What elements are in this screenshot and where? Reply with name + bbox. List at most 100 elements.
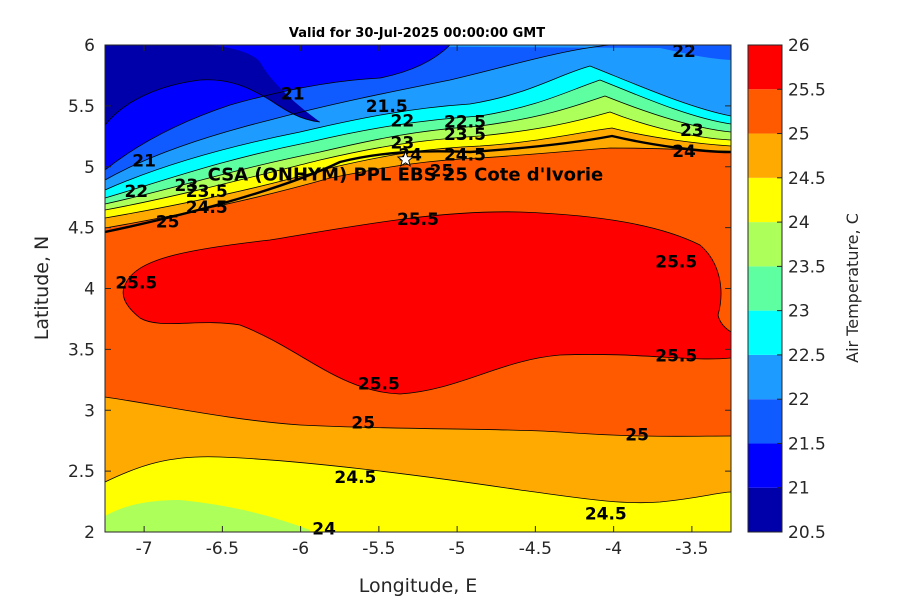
contour-label: 25.5 (655, 346, 697, 366)
contour-label: 24.5 (585, 505, 627, 525)
y-axis-label: Latitude, N (31, 236, 53, 341)
colorbar-segment (748, 45, 782, 90)
y-tick-label: 3.5 (68, 340, 95, 360)
contour-line (105, 45, 451, 171)
colorbar-tick-label: 20.5 (788, 523, 826, 543)
contour-line (105, 396, 731, 437)
contour-line (105, 95, 731, 205)
contour-label: 22 (672, 42, 696, 62)
contour-label: 25.5 (655, 253, 697, 273)
colorbar-label: Air Temperature, C (843, 213, 862, 363)
contour-label: 25.5 (397, 210, 439, 230)
x-tick-label: -5 (449, 539, 466, 559)
colorbar-tick-label: 21.5 (788, 434, 826, 454)
x-tick-label: -4.5 (519, 539, 552, 559)
x-tick-label: -6 (292, 539, 309, 559)
x-tick-label: -5.5 (362, 539, 395, 559)
y-tick-label: 6 (84, 36, 95, 56)
x-axis: -7 -6.5 -6 -5.5 -5 -4.5 -4 -3.5 (136, 45, 708, 559)
contour-label: 24.5 (334, 468, 376, 488)
contour-label: 22 (391, 111, 415, 131)
colorbar-segment (748, 487, 782, 532)
colorbar-segment (748, 266, 782, 311)
site-marker-group: CSA (ONHYM) PPL EBS 25 Cote d'Ivorie (208, 150, 604, 185)
contour-label: 22.5 (444, 113, 486, 133)
contour-band-20.5-21 (105, 45, 320, 125)
contour-line (105, 45, 611, 181)
x-tick-label: -3.5 (675, 539, 708, 559)
y-tick-label: 2.5 (68, 462, 95, 482)
colorbar-tick-label: 25.5 (788, 80, 826, 100)
contour-label: 25 (625, 426, 649, 446)
contour-label: 25.5 (358, 374, 400, 394)
contour-label: 21 (281, 85, 305, 105)
contour-line (124, 211, 731, 333)
contour-band-25.5-26 (123, 211, 731, 394)
contour-line (105, 127, 731, 219)
contour-label: 22 (124, 182, 148, 202)
colorbar-tick-label: 24.5 (788, 169, 826, 189)
colorbar-tick-label: 25 (788, 125, 810, 145)
colorbar-segment (748, 443, 782, 488)
colorbar-tick-label: 22.5 (788, 346, 826, 366)
y-tick-label: 5 (84, 158, 95, 178)
colorbar-tick-label: 26 (788, 36, 810, 56)
contour-label: 23.5 (444, 125, 486, 145)
x-tick-label: -6.5 (206, 539, 239, 559)
contour-label: 24 (312, 519, 336, 539)
x-axis-label: Longitude, E (359, 575, 478, 597)
contour-label: 24 (672, 142, 696, 162)
coastline (105, 134, 731, 234)
contour-label: 25 (430, 161, 454, 181)
site-label: CSA (ONHYM) PPL EBS 25 Cote d'Ivorie (208, 164, 604, 185)
contour-line (122, 284, 731, 395)
y-tick-label: 4 (84, 280, 95, 300)
contour-label: 23 (175, 176, 199, 196)
colorbar-tick-label: 23.5 (788, 257, 826, 277)
colorbar-segment (748, 133, 782, 178)
contour-line (105, 65, 731, 191)
colorbar-tick-label: 23 (788, 302, 810, 322)
colorbar-tick-label: 22 (788, 390, 810, 410)
contour-line (105, 79, 731, 199)
x-tick-label: -7 (136, 539, 153, 559)
contour-line (105, 79, 321, 126)
colorbar-tick-label: 21 (788, 479, 810, 499)
contour-label: 21 (132, 152, 156, 172)
y-tick-label: 3 (84, 401, 95, 421)
colorbar-segment (748, 89, 782, 134)
y-axis: 22.533.544.555.56 (68, 36, 731, 543)
contour-label: 21.5 (366, 97, 408, 117)
contour-label: 23 (391, 133, 415, 153)
y-tick-label: 2 (84, 523, 95, 543)
contour-label: 24.5 (444, 146, 486, 166)
contour-label: 23 (680, 121, 704, 141)
chart-title: Valid for 30-Jul-2025 00:00:00 GMT (289, 26, 545, 41)
colorbar-tick-label: 24 (788, 213, 810, 233)
colorbar-segment (748, 310, 782, 355)
colorbar: 20.5 21 21.5 22 22.5 23 23.5 24 24.5 25 25.5 26 (747, 36, 826, 543)
colorbar-segment (748, 222, 782, 267)
contour-label: 25 (156, 213, 180, 233)
contour-line-layer (105, 45, 731, 504)
x-tick-label: -4 (605, 539, 622, 559)
contour-fill-layer (105, 45, 731, 532)
contour-line (105, 147, 731, 229)
y-tick-label: 4.5 (68, 219, 95, 239)
contour-band-23.5-24 (105, 500, 310, 532)
colorbar-segment (748, 177, 782, 223)
contour-line (105, 456, 731, 504)
contour-label: 23.5 (186, 182, 228, 202)
colorbar-frame (747, 44, 783, 533)
site-star-icon (396, 150, 415, 167)
contour-line (105, 111, 731, 211)
contour-label: 24.5 (186, 198, 228, 218)
colorbar-segment (748, 354, 782, 400)
contour-label: 25 (351, 413, 375, 433)
colorbar-segment (748, 399, 782, 444)
contour-label: 25.5 (115, 273, 157, 293)
contour-band-24-24.5 (105, 456, 731, 532)
y-tick-label: 5.5 (68, 97, 95, 117)
